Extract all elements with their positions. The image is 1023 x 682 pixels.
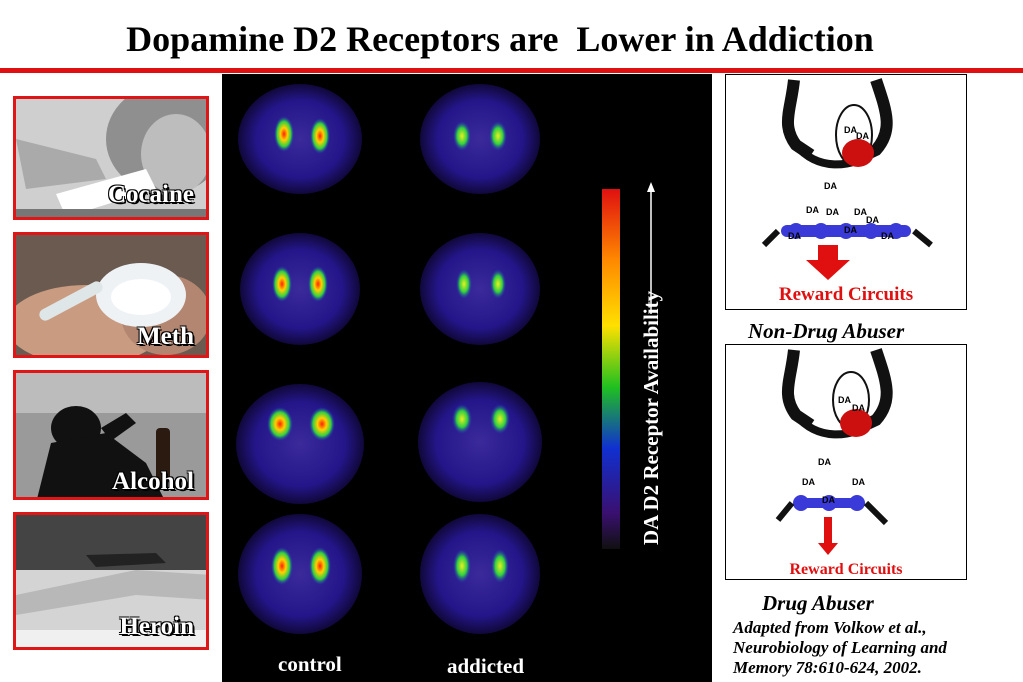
- synapse-diagram-bottom: DA DA DA DA DA DA: [775, 348, 893, 555]
- reference-line-3: Memory 78:610-624, 2002.: [733, 658, 922, 677]
- svg-text:DA: DA: [826, 207, 839, 217]
- control-scans: [236, 84, 364, 634]
- meth-image: [16, 235, 206, 355]
- photo-label-cocaine: Cocaine: [107, 181, 194, 208]
- svg-text:DA: DA: [881, 231, 894, 241]
- heroin-image: [16, 515, 206, 647]
- svg-text:DA: DA: [824, 181, 837, 191]
- diagram-drug-abuser: DA DA DA DA DA DA Reward Circuits: [725, 344, 967, 580]
- svg-text:DA: DA: [822, 495, 835, 505]
- synapse-diagram-top: DA DA DA DA DA DA DA DA DA DA: [761, 78, 933, 280]
- svg-text:DA: DA: [806, 205, 819, 215]
- svg-text:DA: DA: [852, 477, 865, 487]
- reward-circuits-label-top: Reward Circuits: [778, 284, 914, 305]
- column-label-addicted: addicted: [447, 654, 525, 678]
- svg-text:DA: DA: [818, 457, 831, 467]
- svg-text:DA: DA: [838, 395, 851, 405]
- reference-line-2: Neurobiology of Learning and: [733, 638, 947, 657]
- svg-text:DA: DA: [852, 403, 865, 413]
- photo-label-alcohol: Alcohol: [112, 468, 194, 495]
- photo-heroin: Heroin: [13, 512, 209, 650]
- column-label-control: control: [278, 652, 342, 676]
- reference-line-1: Adapted from Volkow et al.,: [733, 618, 927, 637]
- addicted-scans: [418, 84, 542, 634]
- pet-scans: [236, 84, 655, 634]
- photo-label-heroin: Heroin: [119, 613, 194, 640]
- photo-alcohol: Alcohol: [13, 370, 209, 500]
- svg-text:DA: DA: [866, 215, 879, 225]
- svg-text:DA: DA: [856, 131, 869, 141]
- alcohol-image: [16, 373, 206, 497]
- svg-text:DA: DA: [844, 125, 857, 135]
- diagram-non-drug-abuser: DA DA DA DA DA DA DA DA DA DA Reward Cir…: [725, 74, 967, 310]
- cocaine-image: [16, 99, 206, 217]
- page-title: Dopamine D2 Receptors are Lower in Addic…: [126, 19, 874, 59]
- color-scale-bar: [602, 189, 620, 549]
- photo-meth: Meth: [13, 232, 209, 358]
- caption-non-drug-abuser: Non-Drug Abuser: [748, 319, 905, 343]
- svg-text:DA: DA: [788, 231, 801, 241]
- svg-text:DA: DA: [802, 477, 815, 487]
- photo-cocaine: Cocaine: [13, 96, 209, 220]
- photo-label-meth: Meth: [137, 323, 194, 350]
- scale-axis-text: DA D2 Receptor Availability: [639, 290, 663, 545]
- svg-text:DA: DA: [854, 207, 867, 217]
- pet-scan-panel: control addicted: [222, 74, 712, 682]
- title-divider: [0, 68, 1023, 73]
- caption-drug-abuser: Drug Abuser: [762, 591, 874, 615]
- reference-citation: Adapted from Volkow et al., Neurobiology…: [733, 618, 947, 678]
- svg-text:DA: DA: [844, 225, 857, 235]
- reward-circuits-label-bottom: Reward Circuits: [789, 561, 903, 578]
